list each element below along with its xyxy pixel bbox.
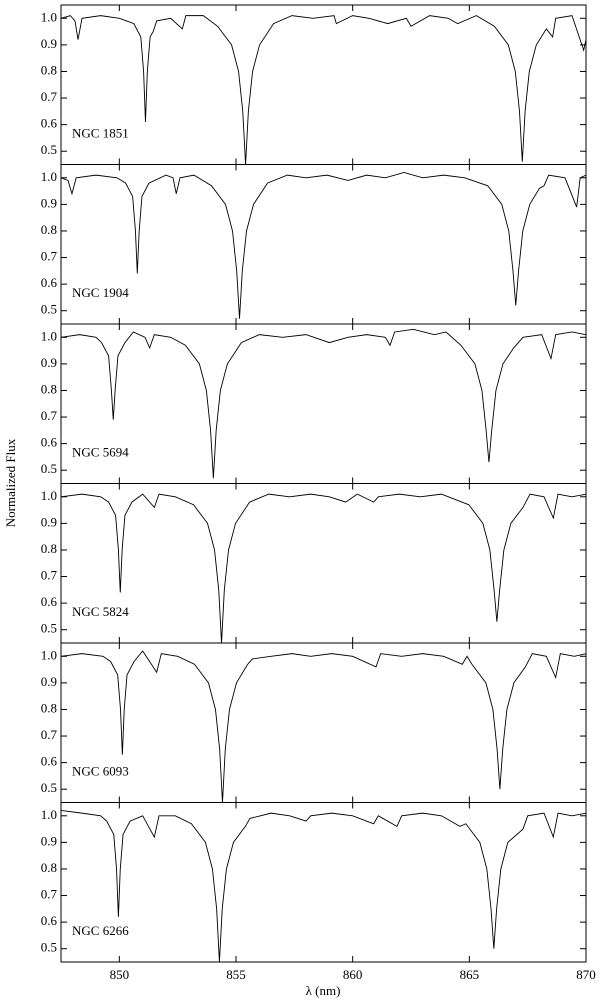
spectrum-line xyxy=(60,328,587,479)
y-axis-label: Normalized Flux xyxy=(3,438,18,527)
panel-label: NGC 6266 xyxy=(72,923,129,938)
x-tick-label: 855 xyxy=(226,967,246,982)
y-tick-label: 0.6 xyxy=(41,435,58,450)
y-tick-label: 0.8 xyxy=(41,222,57,237)
y-tick-label: 0.9 xyxy=(41,674,57,689)
y-tick-label: 0.5 xyxy=(41,461,57,476)
y-tick-label: 0.9 xyxy=(41,833,57,848)
y-tick-label: 0.6 xyxy=(41,116,58,131)
spectrum-line xyxy=(60,172,587,319)
y-tick-label: 0.9 xyxy=(41,355,57,370)
y-tick-label: 0.5 xyxy=(41,940,57,955)
panel-label: NGC 1851 xyxy=(72,125,129,140)
y-tick-label: 1.0 xyxy=(41,488,57,503)
panel-frame xyxy=(60,323,587,484)
y-tick-label: 0.9 xyxy=(41,36,57,51)
y-tick-label: 0.9 xyxy=(41,514,57,529)
y-tick-label: 1.0 xyxy=(41,9,57,24)
panel-label: NGC 5824 xyxy=(72,604,129,619)
panel-label: NGC 6093 xyxy=(72,763,129,778)
spectrum-line xyxy=(60,15,587,165)
panel-frame xyxy=(60,4,587,165)
x-axis-label: λ (nm) xyxy=(306,983,341,998)
panel-label: NGC 1904 xyxy=(72,285,129,300)
y-tick-label: 0.7 xyxy=(41,887,58,902)
y-tick-label: 0.5 xyxy=(41,302,57,317)
y-tick-label: 0.7 xyxy=(41,408,58,423)
y-tick-label: 0.9 xyxy=(41,195,57,210)
panel-frame xyxy=(60,483,587,644)
y-tick-label: 0.5 xyxy=(41,142,57,157)
x-tick-label: 850 xyxy=(110,967,130,982)
y-tick-label: 1.0 xyxy=(41,328,57,343)
y-tick-label: 0.6 xyxy=(41,913,58,928)
x-tick-label: 860 xyxy=(343,967,363,982)
x-tick-label: 865 xyxy=(460,967,480,982)
y-tick-label: 0.8 xyxy=(41,860,57,875)
y-tick-label: 0.5 xyxy=(41,621,57,636)
y-tick-label: 0.6 xyxy=(41,275,58,290)
panel-label: NGC 5694 xyxy=(72,444,129,459)
y-tick-label: 0.8 xyxy=(41,62,57,77)
y-tick-label: 0.6 xyxy=(41,754,58,769)
panel-frame xyxy=(60,802,587,963)
y-tick-label: 0.7 xyxy=(41,727,58,742)
y-tick-label: 0.5 xyxy=(41,780,57,795)
y-tick-label: 0.8 xyxy=(41,700,57,715)
y-tick-label: 0.7 xyxy=(41,89,58,104)
spectrum-line xyxy=(60,493,587,644)
y-tick-label: 0.6 xyxy=(41,594,58,609)
y-tick-label: 1.0 xyxy=(41,169,57,184)
y-tick-label: 1.0 xyxy=(41,647,57,662)
y-tick-label: 0.7 xyxy=(41,568,58,583)
panel-frame xyxy=(60,164,587,325)
spectrum-line xyxy=(60,810,587,963)
spectrum-line xyxy=(60,650,587,803)
y-tick-label: 0.8 xyxy=(41,381,57,396)
y-tick-label: 1.0 xyxy=(41,807,57,822)
y-tick-label: 0.7 xyxy=(41,249,58,264)
y-tick-label: 0.8 xyxy=(41,541,57,556)
x-tick-label: 870 xyxy=(576,967,596,982)
panel-frame xyxy=(60,642,587,803)
